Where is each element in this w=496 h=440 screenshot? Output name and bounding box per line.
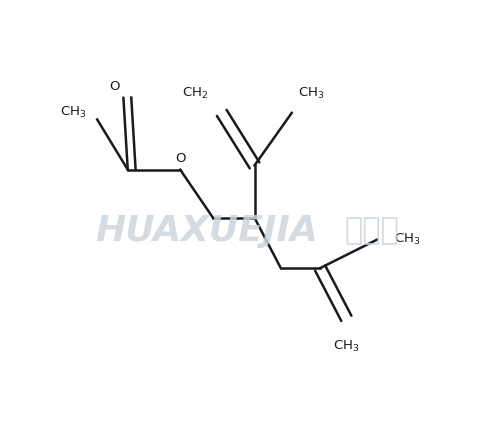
Text: O: O bbox=[175, 152, 186, 165]
Text: CH$_3$: CH$_3$ bbox=[394, 232, 421, 247]
Text: CH$_3$: CH$_3$ bbox=[298, 86, 325, 101]
Text: CH$_3$: CH$_3$ bbox=[333, 339, 360, 354]
Text: HUAXUEJIA: HUAXUEJIA bbox=[95, 214, 318, 248]
Text: CH$_2$: CH$_2$ bbox=[183, 86, 209, 101]
Text: O: O bbox=[110, 80, 120, 93]
Text: 化学加: 化学加 bbox=[344, 216, 399, 246]
Text: CH$_3$: CH$_3$ bbox=[60, 105, 86, 121]
